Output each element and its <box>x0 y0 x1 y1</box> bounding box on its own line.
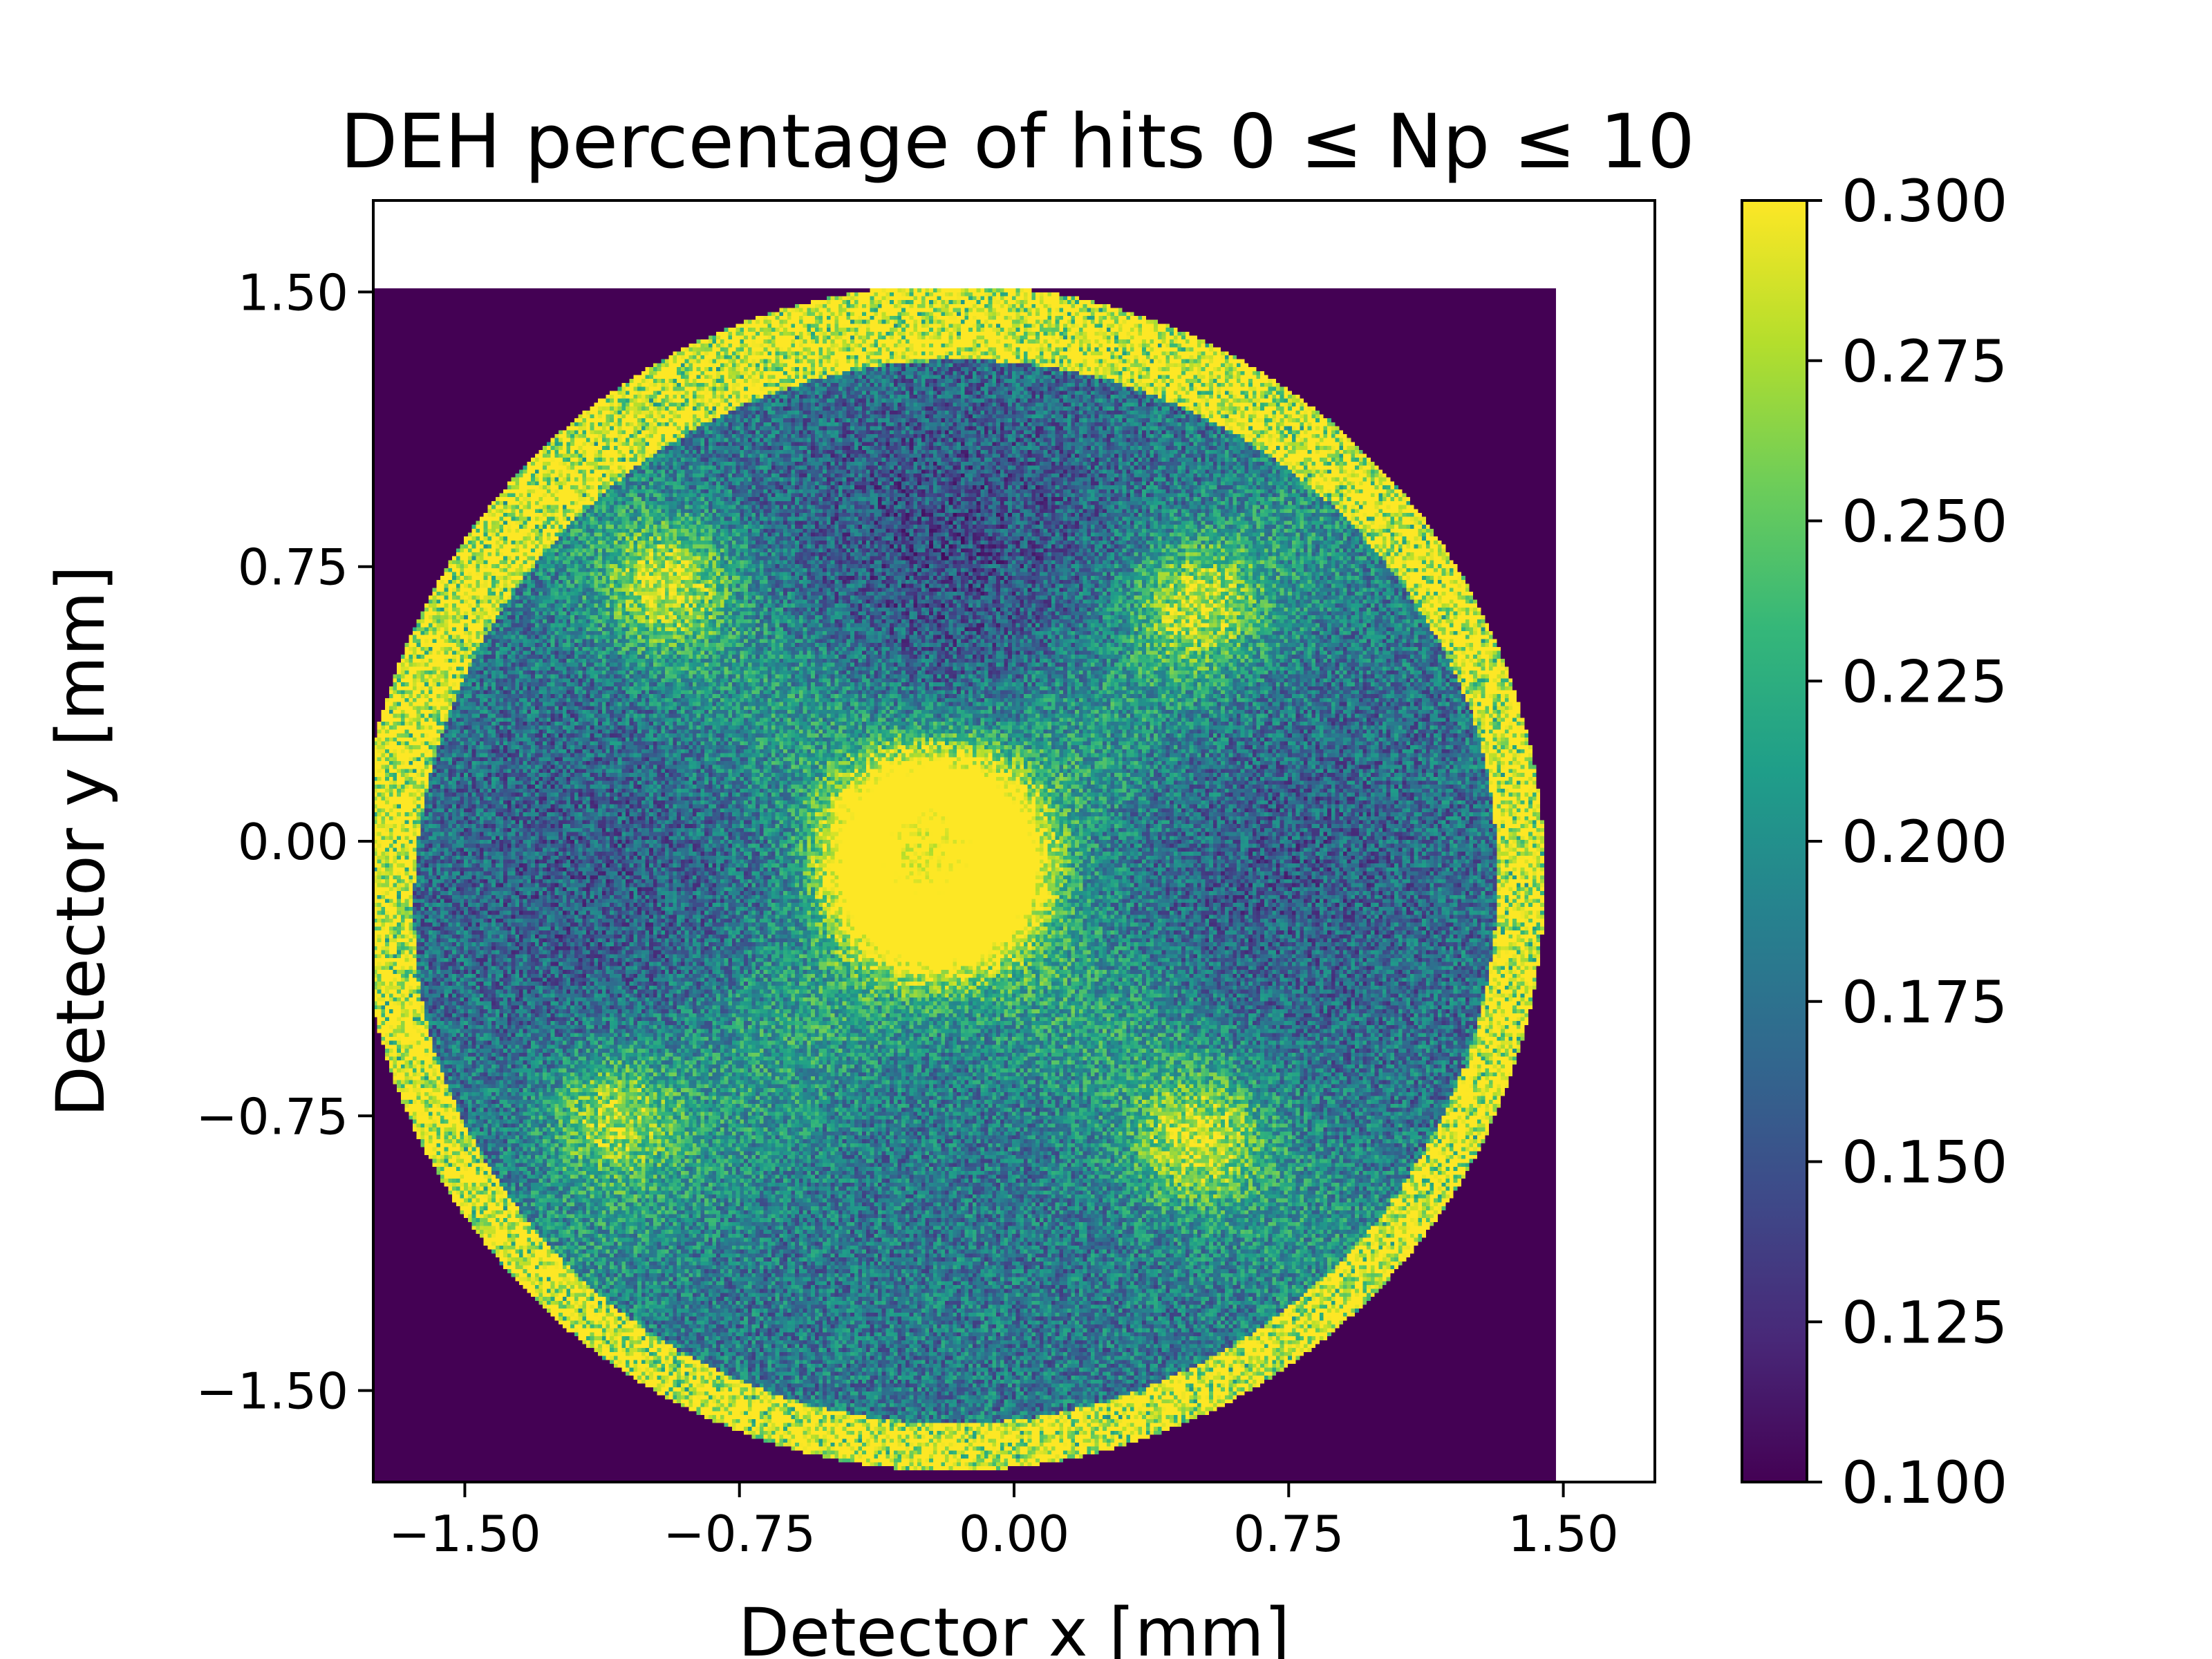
y-tick-label: 1.50 <box>238 263 348 321</box>
y-axis-ticks: −1.50 −0.75 0.00 0.75 1.50 <box>196 263 373 1421</box>
chart-title: DEH percentage of hits 0 ≤ Np ≤ 10 <box>340 99 1695 185</box>
y-tick-label: 0.75 <box>238 538 348 597</box>
y-tick-label: −1.50 <box>196 1362 348 1421</box>
colorbar-tick-label: 0.100 <box>1841 1449 2007 1517</box>
heatmap-plot-area <box>372 199 1656 1483</box>
y-tick-label: −0.75 <box>196 1087 348 1145</box>
colorbar-tick-label: 0.275 <box>1841 328 2007 395</box>
colorbar-gradient <box>1742 200 1807 1482</box>
x-axis-ticks: −1.50 −0.75 0.00 0.75 1.50 <box>388 1482 1619 1563</box>
colorbar: 0.100 0.125 0.150 0.175 0.200 0.225 0.250 0.275… <box>1741 167 2007 1517</box>
colorbar-ticks: 0.100 0.125 0.150 0.175 0.200 0.225 0.250 0.275… <box>1807 167 2007 1517</box>
y-tick-label: 0.00 <box>238 813 348 871</box>
x-tick-label: 0.75 <box>1233 1505 1344 1563</box>
colorbar-tick-label: 0.200 <box>1841 808 2007 876</box>
colorbar-tick-label: 0.250 <box>1841 488 2007 556</box>
x-axis-label: Detector x [mm] <box>738 1594 1290 1659</box>
colorbar-tick-label: 0.150 <box>1841 1129 2007 1197</box>
x-tick-label: 0.00 <box>959 1505 1069 1563</box>
colorbar-tick-label: 0.125 <box>1841 1288 2007 1356</box>
y-axis-label: Detector y [mm] <box>42 565 120 1117</box>
colorbar-tick-label: 0.225 <box>1841 648 2007 715</box>
heatmap-image <box>373 288 1556 1482</box>
x-tick-label: 1.50 <box>1508 1505 1618 1563</box>
x-tick-label: −0.75 <box>663 1505 816 1563</box>
colorbar-tick-label: 0.300 <box>1841 167 2007 235</box>
colorbar-tick-label: 0.175 <box>1841 968 2007 1036</box>
x-tick-label: −1.50 <box>388 1505 541 1563</box>
